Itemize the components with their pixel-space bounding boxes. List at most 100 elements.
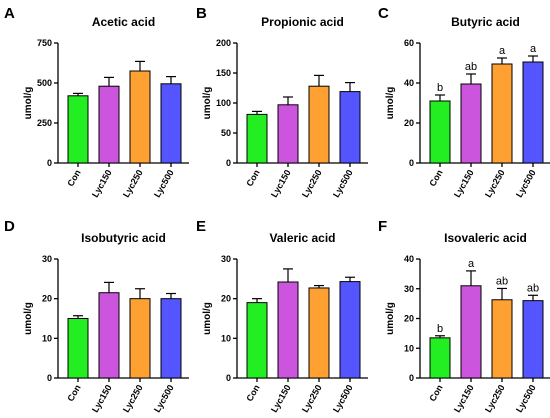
x-tick-label: Lyc250 xyxy=(121,168,145,199)
bar-lyc250 xyxy=(308,287,330,379)
bar-lyc250 xyxy=(491,299,513,379)
bar-con xyxy=(67,95,89,164)
panel-title: Isobutyric acid xyxy=(81,231,166,245)
panel-title: Valeric acid xyxy=(269,231,335,245)
panel-letter: F xyxy=(378,218,387,235)
y-tick-label: 30 xyxy=(42,254,52,264)
y-tick-label: 100 xyxy=(216,98,231,108)
bar-lyc150 xyxy=(98,85,120,164)
bar-con xyxy=(246,113,268,164)
x-tick-label: Lyc500 xyxy=(514,383,538,414)
bar-lyc150 xyxy=(277,104,299,164)
bar-lyc500 xyxy=(160,83,182,164)
y-tick-label: 0 xyxy=(226,373,231,383)
y-tick-label: 20 xyxy=(404,118,414,128)
bar-lyc250 xyxy=(129,298,151,379)
bar-lyc500 xyxy=(522,300,544,379)
y-axis-label: umol/g xyxy=(385,87,396,120)
y-tick-label: 750 xyxy=(37,38,52,48)
panel-d: D Isobutyric acid umol/g 0 10 20 30 Con Lyc150 Ly… xyxy=(4,218,189,414)
panel-letter: E xyxy=(196,218,206,235)
bar-con xyxy=(246,302,268,379)
x-tick-label: Lyc150 xyxy=(90,168,114,199)
x-tick-label: Con xyxy=(65,168,82,188)
bar-lyc150 xyxy=(460,83,482,164)
bar-lyc150 xyxy=(98,292,120,379)
bar-con xyxy=(67,318,89,379)
y-tick-label: 50 xyxy=(221,128,231,138)
panel-letter: D xyxy=(4,218,15,235)
x-tick-label: Lyc250 xyxy=(483,168,507,199)
bar-lyc500 xyxy=(339,91,361,164)
y-tick-label: 10 xyxy=(221,333,231,343)
panel-title: Propionic acid xyxy=(261,15,344,29)
y-axis-label: umol/g xyxy=(202,302,213,335)
y-tick-label: 0 xyxy=(226,158,231,168)
x-tick-label: Lyc500 xyxy=(331,168,355,199)
y-tick-label: 20 xyxy=(404,314,414,324)
x-tick-label: Lyc250 xyxy=(300,168,324,199)
y-axis-label: umol/g xyxy=(23,87,34,120)
x-tick-label: Lyc250 xyxy=(121,383,145,414)
y-tick-label: 0 xyxy=(47,373,52,383)
panel-letter: B xyxy=(196,5,207,22)
y-tick-label: 0 xyxy=(409,158,414,168)
y-tick-label: 20 xyxy=(42,294,52,304)
significance-label: ab xyxy=(465,61,477,73)
panel-title: Butyric acid xyxy=(451,15,520,29)
bar-lyc150 xyxy=(460,285,482,379)
y-tick-label: 30 xyxy=(221,254,231,264)
significance-label: ab xyxy=(496,275,508,287)
x-tick-label: Lyc500 xyxy=(152,383,176,414)
x-tick-label: Con xyxy=(65,383,82,403)
x-tick-label: Con xyxy=(427,383,444,403)
x-tick-label: Lyc250 xyxy=(300,383,324,414)
bar-lyc250 xyxy=(308,85,330,164)
bar-lyc500 xyxy=(160,298,182,379)
significance-label: b xyxy=(437,82,443,94)
panel-letter: C xyxy=(378,5,389,22)
panel-b: B Propionic acid umol/g 0 50 100 150 200 Con Lyc1… xyxy=(196,5,368,199)
x-tick-label: Lyc500 xyxy=(514,168,538,199)
significance-label: a xyxy=(530,43,537,55)
panel-a: A Acetic acid umol/g 0 250 500 750 Con Lyc150 Lyc… xyxy=(4,5,189,199)
x-tick-label: Lyc150 xyxy=(452,168,476,199)
y-tick-label: 60 xyxy=(404,38,414,48)
x-tick-label: Lyc150 xyxy=(269,383,293,414)
x-tick-label: Lyc150 xyxy=(90,383,114,414)
y-tick-label: 10 xyxy=(404,343,414,353)
bar-lyc500 xyxy=(522,61,544,164)
y-tick-label: 0 xyxy=(47,158,52,168)
y-tick-label: 0 xyxy=(409,373,414,383)
y-tick-label: 40 xyxy=(404,78,414,88)
y-tick-label: 30 xyxy=(404,284,414,294)
y-axis-label: umol/g xyxy=(23,302,34,335)
y-tick-label: 250 xyxy=(37,118,52,128)
x-tick-label: Lyc150 xyxy=(269,168,293,199)
y-tick-label: 500 xyxy=(37,78,52,88)
x-tick-label: Lyc150 xyxy=(452,383,476,414)
bar-lyc250 xyxy=(129,70,151,164)
x-tick-label: Lyc500 xyxy=(152,168,176,199)
x-tick-label: Lyc500 xyxy=(331,383,355,414)
significance-label: b xyxy=(437,323,443,335)
y-tick-label: 20 xyxy=(221,294,231,304)
significance-label: a xyxy=(499,45,506,57)
panel-c: C Butyric acid umol/g 0 20 40 60 Con b Lyc150 ab Ly… xyxy=(378,5,550,199)
bar-lyc150 xyxy=(277,281,299,379)
panel-f: F Isovaleric acid umol/g 0 10 20 30 40 Con b Lyc15… xyxy=(378,218,550,414)
bar-lyc500 xyxy=(339,281,361,379)
x-tick-label: Con xyxy=(244,383,261,403)
y-tick-label: 200 xyxy=(216,38,231,48)
bar-lyc250 xyxy=(491,63,513,164)
x-tick-label: Con xyxy=(244,168,261,188)
x-tick-label: Con xyxy=(427,168,444,188)
y-tick-label: 40 xyxy=(404,254,414,264)
bar-con xyxy=(429,337,451,379)
y-axis-label: umol/g xyxy=(385,302,396,335)
y-axis-label: umol/g xyxy=(202,87,213,120)
panel-title: Isovaleric acid xyxy=(444,231,527,245)
y-tick-label: 10 xyxy=(42,333,52,343)
